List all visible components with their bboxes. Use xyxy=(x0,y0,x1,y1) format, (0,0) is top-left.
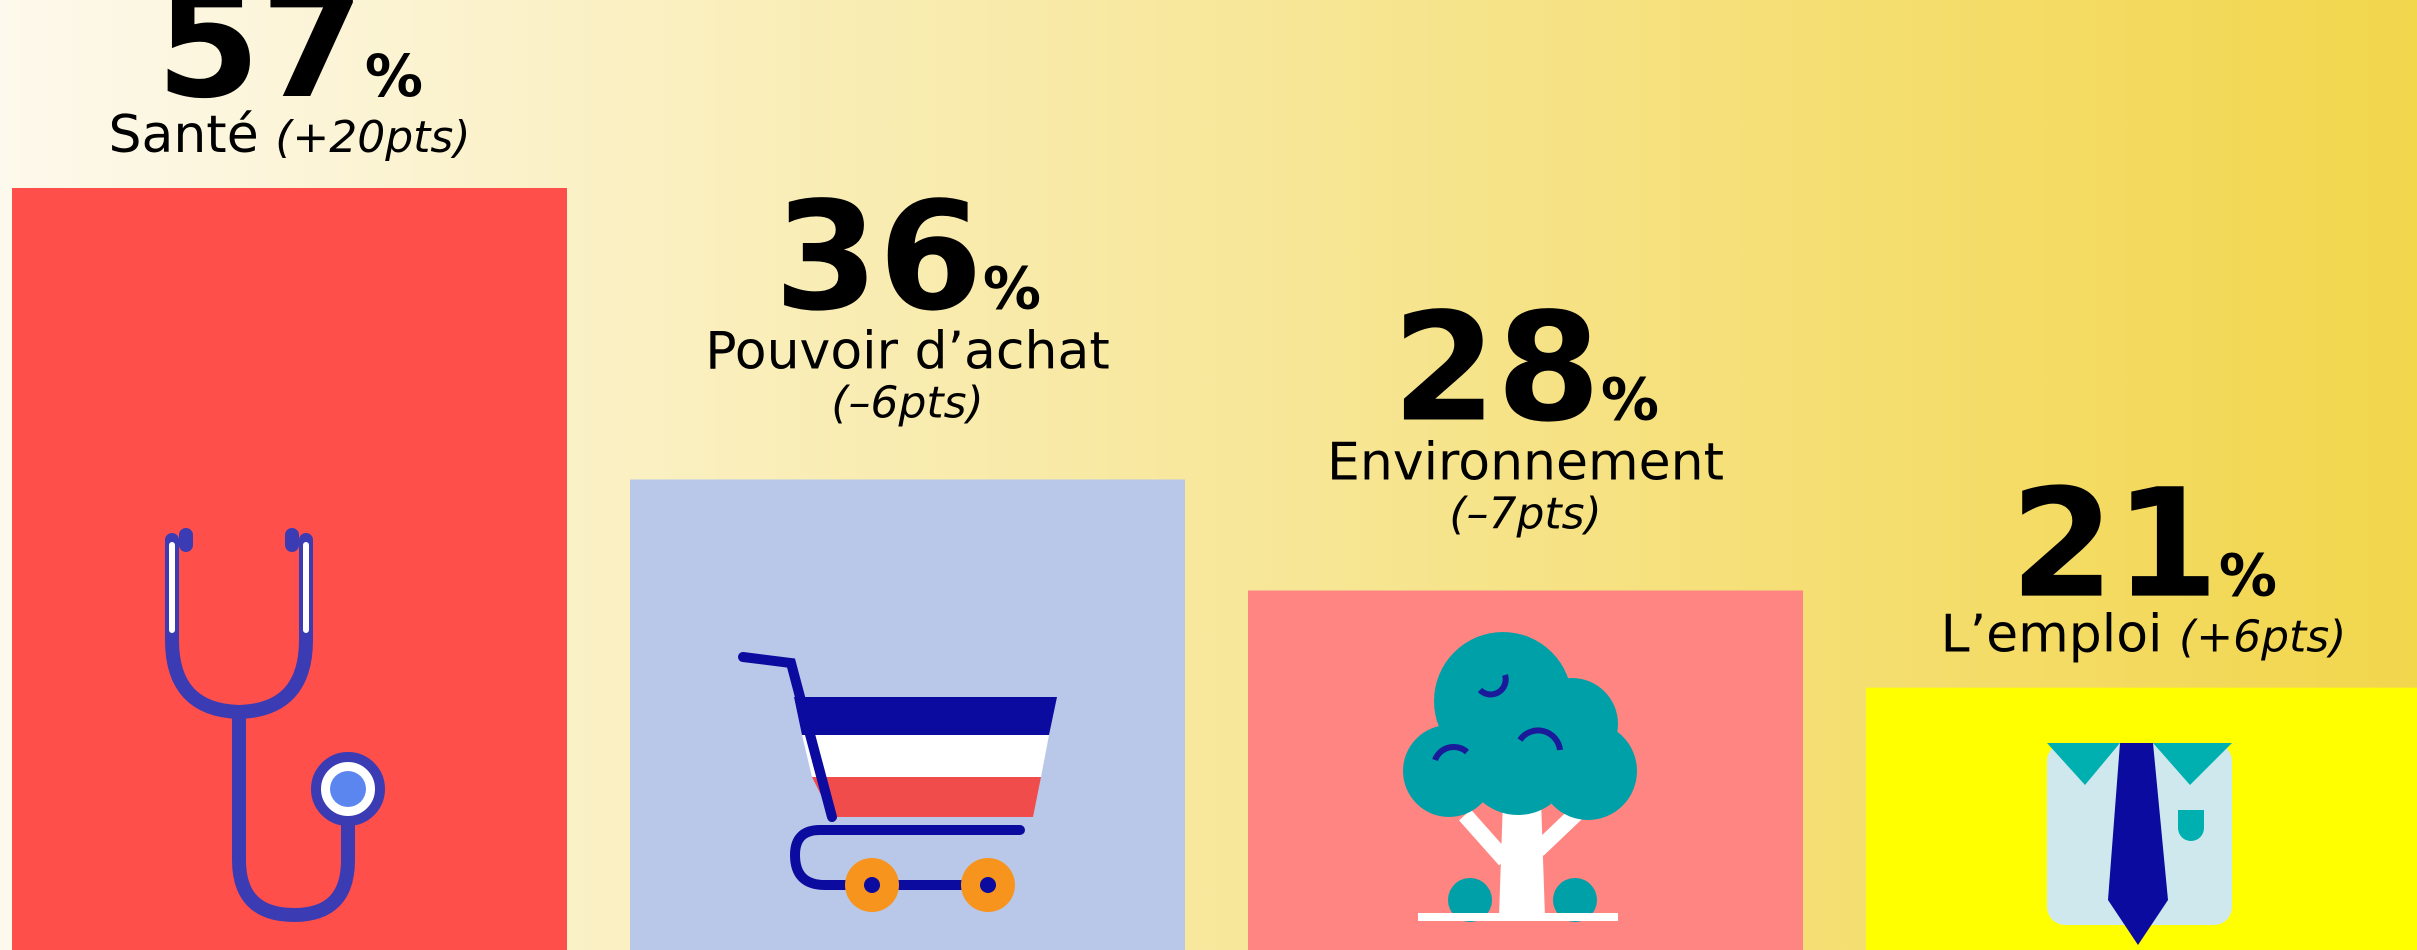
value-label: 28% xyxy=(1392,282,1659,456)
icons xyxy=(165,528,2232,945)
category: Santé xyxy=(108,105,258,165)
unit: % xyxy=(983,254,1041,322)
category-label: Environnement xyxy=(1327,433,1724,493)
category-label: L’emploi (+6pts) xyxy=(1941,605,2347,665)
category: L’emploi xyxy=(1941,605,2163,665)
value-label: 57% xyxy=(156,0,423,132)
unit: % xyxy=(365,42,423,110)
value-label: 21% xyxy=(2010,458,2277,632)
bar xyxy=(12,187,567,950)
category-label: Santé (+20pts) xyxy=(108,105,470,165)
shirt-icon xyxy=(2047,743,2232,945)
cart-icon xyxy=(738,652,1057,912)
unit: % xyxy=(2219,542,2277,610)
value-label: 36% xyxy=(774,170,1041,344)
change-label: (–7pts) xyxy=(1449,489,1601,540)
value: 36 xyxy=(774,170,983,344)
unit: % xyxy=(1601,366,1659,434)
value: 28 xyxy=(1392,282,1601,456)
change-label: (–6pts) xyxy=(831,377,983,428)
category-label: Pouvoir d’achat xyxy=(705,321,1109,381)
value: 21 xyxy=(2010,458,2219,632)
change: (+20pts) xyxy=(275,112,470,163)
tree-icon xyxy=(1403,632,1637,922)
bars: 57%Santé (+20pts)36%Pouvoir d’achat(–6pt… xyxy=(12,0,2417,950)
value: 57 xyxy=(156,0,365,132)
change: (+6pts) xyxy=(2179,612,2346,663)
stethoscope-icon xyxy=(165,528,385,923)
